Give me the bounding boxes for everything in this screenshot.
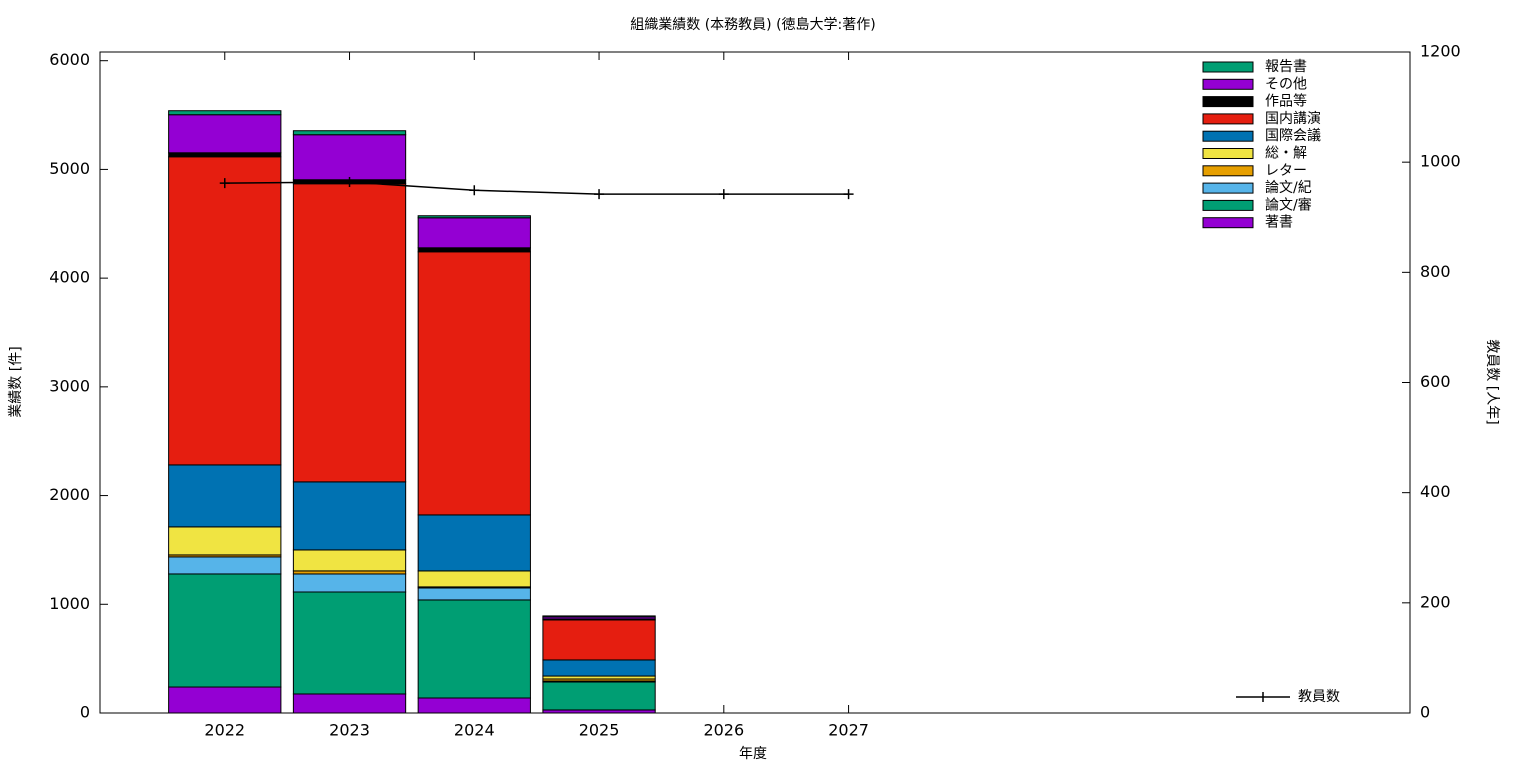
bar-segment — [292, 549, 407, 572]
y2-tick-label: 0 — [1420, 703, 1430, 722]
bar-segment — [417, 570, 531, 588]
legend-swatch — [1202, 217, 1254, 229]
y-tick-label: 5000 — [49, 159, 90, 178]
bar-segment — [542, 619, 656, 661]
bar-segment — [292, 183, 407, 483]
x-tick-label: 2026 — [703, 721, 744, 740]
legend-label: 作品等 — [1265, 93, 1307, 110]
x-tick-label: 2027 — [828, 721, 869, 740]
legend-label: 国際会議 — [1265, 127, 1321, 144]
legend-label: 論文/紀 — [1265, 180, 1312, 196]
bar-segment — [168, 526, 282, 556]
y-tick-label: 4000 — [49, 268, 90, 287]
bar-segment — [292, 591, 407, 695]
y-tick-label: 3000 — [49, 376, 90, 395]
legend-label: レター — [1265, 163, 1307, 179]
line-point — [594, 189, 605, 200]
line-point — [344, 176, 355, 187]
bar-segment — [168, 110, 282, 116]
bar-segment — [292, 134, 407, 181]
legend-swatch — [1202, 78, 1254, 90]
bar-segment — [417, 599, 531, 699]
line-point — [469, 185, 480, 196]
bar-segment — [417, 215, 531, 219]
legend-label: 著書 — [1265, 215, 1293, 231]
x-tick-label: 2024 — [454, 721, 495, 740]
y2-tick-label: 1000 — [1420, 152, 1461, 171]
legend-swatch — [1202, 61, 1254, 73]
bar-segment — [292, 130, 407, 136]
y-tick-label: 2000 — [49, 485, 90, 504]
bar-segment — [417, 514, 531, 572]
x-tick-label: 2025 — [579, 721, 620, 740]
legend-label: 報告書 — [1265, 59, 1307, 75]
legend-label: 総・解 — [1265, 146, 1307, 162]
x-tick-label: 2023 — [329, 721, 370, 740]
bar-segment — [292, 693, 407, 714]
y2-tick-label: 600 — [1420, 372, 1451, 391]
bar-segment — [417, 247, 531, 253]
y-tick-label: 6000 — [49, 50, 90, 69]
legend-label: 教員数 — [1298, 689, 1340, 705]
bar-segment — [168, 464, 282, 528]
line-point — [843, 189, 854, 200]
legend-swatch — [1202, 182, 1254, 194]
bar-segment — [292, 481, 407, 551]
bar-segment — [417, 217, 531, 249]
plot-frame — [99, 51, 1411, 714]
bar-segment — [542, 659, 656, 677]
legend-swatch — [1202, 96, 1254, 108]
bar-segment — [168, 573, 282, 688]
legend-label: その他 — [1265, 76, 1307, 92]
y2-tick-label: 200 — [1420, 592, 1451, 611]
x-tick-label: 2022 — [204, 721, 245, 740]
bar-segment — [417, 697, 531, 714]
bar-segment — [168, 156, 282, 466]
legend-swatch — [1202, 130, 1254, 142]
legend-label: 国内講演 — [1265, 111, 1321, 127]
y2-tick-label: 800 — [1420, 262, 1451, 281]
y2-tick-label: 1200 — [1420, 42, 1461, 61]
bar-segment — [168, 114, 282, 154]
line-point — [718, 189, 729, 200]
line-point — [219, 178, 230, 189]
bar-segment — [417, 251, 531, 516]
line-series — [224, 181, 849, 195]
bar-segment — [168, 686, 282, 714]
bar-segment — [542, 615, 656, 618]
chart-title: 組織業績数 (本務教員) (徳島大学:著作) — [630, 17, 875, 33]
y-tick-label: 1000 — [49, 594, 90, 613]
y2-axis-label: 教員数 [人年] — [1484, 339, 1500, 424]
bar-segment — [292, 573, 407, 593]
y-tick-label: 0 — [80, 703, 90, 722]
legend-swatch — [1202, 165, 1254, 177]
bar-segment — [542, 681, 656, 711]
bar-segment — [168, 152, 282, 158]
legend-swatch — [1202, 199, 1254, 211]
legend-label: 論文/審 — [1265, 197, 1312, 213]
x-axis-label: 年度 — [739, 746, 767, 762]
y2-tick-label: 400 — [1420, 482, 1451, 501]
y-axis-label: 業績数 [件] — [8, 346, 24, 417]
bar-segment — [168, 556, 282, 575]
legend-swatch — [1202, 148, 1254, 159]
bar-segment — [417, 587, 531, 601]
legend-swatch — [1202, 113, 1254, 125]
